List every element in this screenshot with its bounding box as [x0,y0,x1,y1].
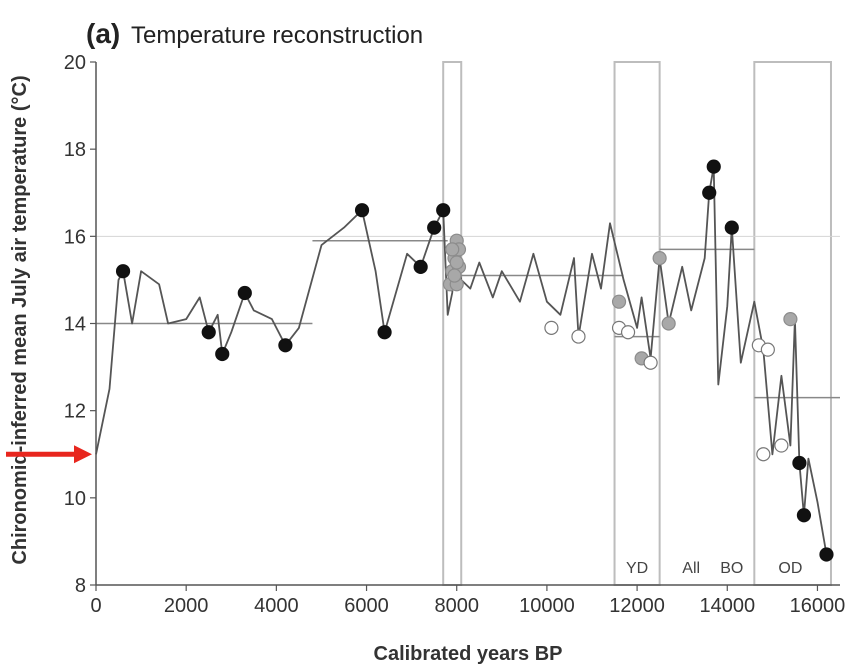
grey-data-point [449,255,464,270]
x-axis-title: Calibrated years BP [374,643,563,665]
black-data-point [354,203,370,218]
x-tick-label: 0 [90,595,101,617]
period-label: All [682,560,700,577]
open-data-point [756,447,771,462]
y-tick-label: 8 [75,575,86,597]
chart-title: Temperature reconstruction [131,22,423,49]
open-data-point [620,325,636,340]
red-arrow-marker [6,445,92,464]
ticks: 0 2000 4000 6000 8000 10000 12000 14000 16000 8 10… [64,52,846,617]
open-data-point [544,320,559,335]
black-data-point [377,325,392,340]
period-label: BO [720,560,743,577]
black-data-point [702,185,717,200]
x-tick-label: 2000 [164,595,209,617]
y-tick-label: 12 [64,401,86,423]
y-tick-label: 20 [64,52,86,74]
reference-lines [96,235,840,399]
y-tick-label: 10 [64,488,86,510]
x-tick-label: 16000 [790,595,846,617]
period-box-0 [442,61,463,586]
y-tick-label: 14 [64,314,86,336]
x-tick-label: 12000 [609,595,665,617]
black-data-point [724,220,739,235]
black-data-point [413,259,428,274]
x-tick-label: 14000 [699,595,755,617]
period-label: OD [778,560,802,577]
period-label: YD [626,560,648,577]
black-data-point [792,455,807,471]
black-data-point [237,285,252,301]
x-tick-label: 4000 [254,595,299,617]
y-tick-label: 18 [64,139,86,161]
series-line [95,165,828,555]
black-data-point [201,325,216,340]
data-points [115,159,834,562]
black-data-point [819,547,834,562]
open-data-point [760,342,775,357]
x-tick-label: 10000 [519,595,575,617]
arrow-head [74,445,92,464]
grey-data-point [611,294,627,309]
panel-letter: (a) [86,18,120,49]
x-tick-label: 6000 [344,595,389,617]
y-axis-title: Chironomid-inferred mean July air temper… [9,75,31,564]
period-labels: YD All BO OD [626,560,802,577]
grey-data-point [661,316,676,331]
y-tick-label: 16 [64,226,86,248]
black-data-point [115,264,131,279]
black-data-point [427,220,442,235]
black-data-point [278,338,293,353]
grey-data-point [447,268,462,283]
grey-data-point [783,312,798,327]
open-data-point [571,329,586,344]
open-data-point [774,438,789,453]
open-data-point [643,355,658,370]
black-data-point [215,346,230,362]
grey-data-point [652,251,667,266]
black-data-point [796,508,812,523]
x-tick-label: 8000 [434,595,479,617]
grey-data-point [445,242,460,257]
black-data-point [706,159,721,174]
temperature-series-line [95,165,828,555]
black-data-point [436,203,451,218]
